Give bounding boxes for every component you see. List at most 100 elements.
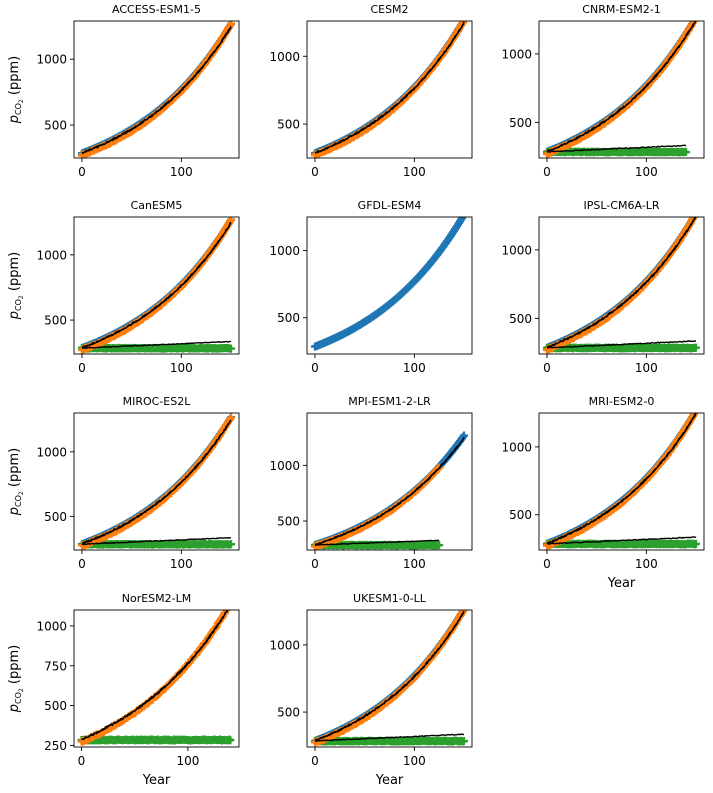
panel-ipsl-cm6a-lr: IPSL-CM6A-LR 0 100 500 1000 — [501, 199, 705, 375]
y-axis-label: pCO2 (ppm) — [7, 56, 25, 124]
x-tick-label: 0 — [543, 165, 551, 179]
x-tick-label: 0 — [78, 361, 86, 375]
black-line-control — [315, 733, 465, 742]
green-point — [435, 541, 444, 550]
x-tick-label: 100 — [170, 165, 193, 179]
orange-point — [227, 217, 236, 224]
axes-frame — [73, 216, 240, 355]
x-tick-label: 100 — [635, 557, 658, 571]
y-axis-label: pCO2 (ppm) — [7, 448, 25, 516]
plot-area — [77, 21, 236, 158]
axes-frame — [73, 412, 240, 551]
black-line-1pct — [546, 413, 697, 544]
orange-point — [225, 601, 233, 609]
plot-area — [542, 217, 701, 354]
black-line-control — [315, 539, 440, 546]
y-tick-label: 500 — [44, 119, 67, 133]
x-tick-label: 100 — [403, 165, 426, 179]
panel-title: MIROC-ES2L — [123, 395, 192, 408]
series-orange — [542, 413, 700, 550]
green-point — [692, 539, 701, 548]
axes-frame — [73, 609, 240, 748]
x-tick-label: 0 — [543, 557, 551, 571]
black-line-1pct — [81, 25, 232, 155]
y-tick-label: 500 — [277, 515, 300, 529]
black-line-1pct — [81, 221, 232, 349]
plot-area — [310, 217, 468, 351]
series-blue — [542, 413, 700, 548]
series-green — [310, 736, 469, 746]
black-line-1pct — [81, 419, 232, 544]
x-tick-label: 100 — [170, 557, 193, 571]
series-blue — [310, 217, 468, 351]
black-line-1pct-b — [81, 223, 232, 349]
series-orange — [310, 21, 469, 158]
y-tick-label: 750 — [44, 659, 67, 673]
black-line-1pct-b — [314, 611, 465, 742]
series-orange — [310, 463, 444, 550]
orange-point — [226, 599, 234, 607]
black-line-1pct-b — [81, 419, 232, 545]
panel-title: GFDL-ESM4 — [358, 199, 422, 212]
blue-point — [694, 217, 698, 218]
green-point — [227, 540, 236, 549]
panel-title: NorESM2-LM — [122, 592, 192, 605]
black-line-1pct-b — [546, 414, 697, 545]
y-tick-label: 500 — [509, 312, 532, 326]
y-tick-label: 1000 — [501, 440, 532, 454]
panel-miroc-es2l: MIROC-ES2L 0 100 500 1000 pCO2 (ppm) — [7, 395, 240, 571]
x-tick-label: 100 — [403, 754, 426, 768]
series-orange — [542, 217, 699, 354]
series-green — [542, 147, 691, 157]
series-blue — [310, 431, 469, 549]
x-axis-label: Year — [142, 773, 171, 788]
y-tick-label: 1000 — [36, 445, 67, 459]
green-point — [460, 736, 469, 745]
axes-frame — [538, 20, 705, 159]
green-point — [682, 148, 691, 157]
plot-area — [77, 217, 236, 354]
y-axis-label: pCO2 (ppm) — [7, 645, 25, 713]
x-tick-label: 100 — [403, 361, 426, 375]
black-line-1pct-b — [314, 23, 465, 154]
axes-frame — [306, 216, 473, 355]
series-orange — [77, 21, 236, 158]
series-green — [542, 343, 701, 353]
series-blue — [542, 217, 699, 352]
x-tick-label: 100 — [170, 361, 193, 375]
y-tick-label: 1000 — [269, 50, 300, 64]
black-line-1pct-b — [546, 21, 697, 153]
panel-title: UKESM1-0-LL — [353, 592, 427, 605]
black-line-1pct-b — [81, 27, 232, 154]
y-tick-label: 500 — [44, 510, 67, 524]
y-tick-label: 1000 — [501, 47, 532, 61]
series-orange — [77, 217, 236, 354]
panel-access-esm1-5: ACCESS-ESM1-5 0 100 500 1000 pCO2 (ppm) — [7, 3, 240, 179]
panel-mpi-esm1-2-lr: MPI-ESM1-2-LR 0 100 500 1000 — [269, 395, 473, 571]
plot-area — [542, 21, 699, 158]
x-tick-label: 0 — [311, 361, 319, 375]
y-tick-label: 500 — [44, 699, 67, 713]
black-line-1pct-b — [81, 610, 229, 741]
x-tick-label: 0 — [78, 557, 86, 571]
y-tick-label: 500 — [277, 311, 300, 325]
black-line-1pct — [314, 436, 465, 546]
black-line-control — [546, 340, 697, 349]
panel-mri-esm2-0: MRI-ESM2-0 0 100 500 1000 Year — [501, 395, 705, 591]
axes-frame — [73, 20, 240, 159]
blue-point — [694, 21, 698, 22]
series-blue — [77, 217, 236, 353]
panel-gfdl-esm4: GFDL-ESM4 0 100 500 1000 — [269, 199, 473, 375]
orange-point — [694, 21, 698, 22]
series-blue — [542, 21, 699, 156]
black-line-1pct — [314, 610, 465, 741]
x-tick-label: 0 — [78, 754, 86, 768]
black-line-control — [546, 536, 697, 545]
green-point — [692, 343, 701, 352]
panel-ukesm1-0-ll: UKESM1-0-LL 0 100 500 1000 Year — [269, 592, 473, 788]
axes-frame — [538, 412, 705, 551]
y-tick-label: 1000 — [36, 619, 67, 633]
x-tick-label: 0 — [543, 361, 551, 375]
y-tick-label: 500 — [509, 116, 532, 130]
